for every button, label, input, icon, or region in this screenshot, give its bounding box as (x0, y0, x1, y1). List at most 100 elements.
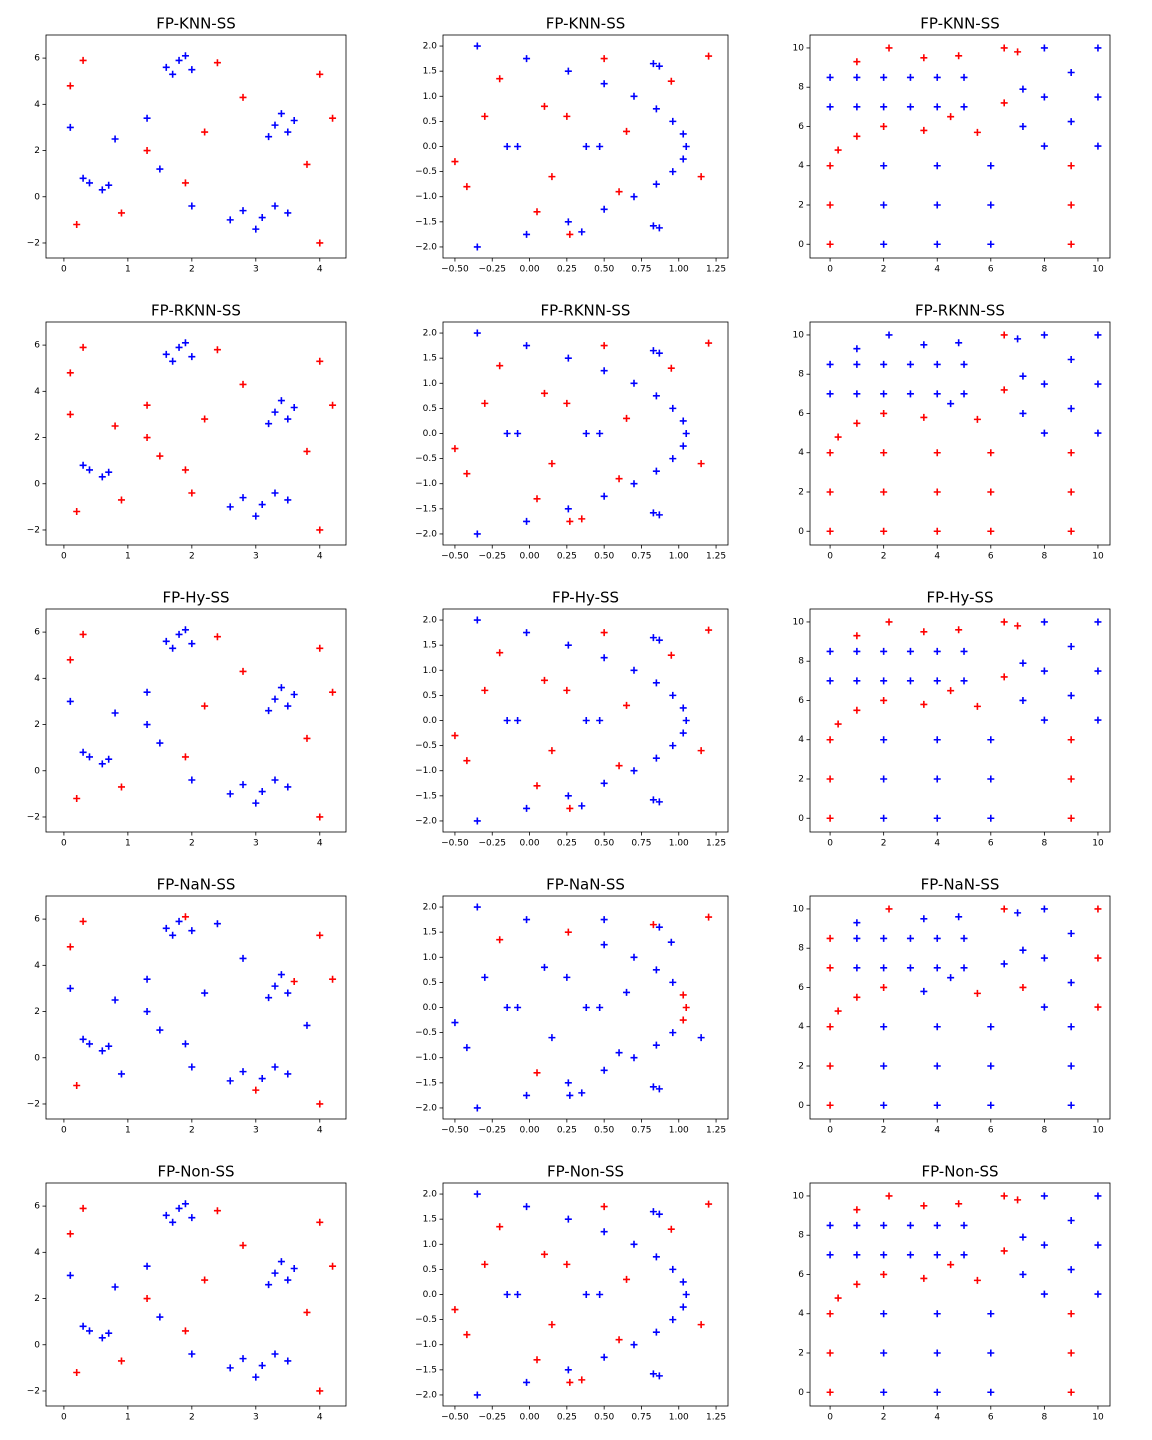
point (79, 343, 87, 351)
point (66, 123, 74, 131)
y-tick-label: −2 (27, 1099, 40, 1109)
x-tick-label: 4 (317, 552, 323, 562)
point (826, 1388, 834, 1396)
point (853, 132, 861, 140)
point (652, 392, 660, 400)
point (252, 1086, 260, 1094)
y-tick-label: 6 (34, 341, 40, 351)
point (853, 73, 861, 81)
x-tick-label: 3 (253, 265, 259, 275)
point (652, 754, 660, 762)
point (920, 341, 928, 349)
point (290, 117, 298, 125)
x-tick-label: 1.25 (706, 1126, 726, 1136)
point (66, 82, 74, 90)
point (933, 814, 941, 822)
point (98, 473, 106, 481)
y-tick-label: 4 (798, 161, 804, 171)
x-tick-label: −0.50 (441, 839, 469, 849)
point (885, 331, 893, 339)
x-tick-label: 8 (1042, 265, 1048, 275)
point (201, 1276, 209, 1284)
point (181, 1040, 189, 1048)
point (667, 77, 675, 85)
y-tick-label: 0.5 (423, 978, 437, 988)
point (213, 633, 221, 641)
point (885, 1192, 893, 1200)
x-tick-label: −0.25 (478, 552, 506, 562)
y-tick-label: 1.0 (423, 92, 438, 102)
point (826, 1101, 834, 1109)
point (600, 55, 608, 63)
point (451, 445, 459, 453)
point (615, 1049, 623, 1057)
point (79, 1035, 87, 1043)
point (933, 390, 941, 398)
x-tick-label: 6 (988, 839, 994, 849)
y-tick-label: 0.5 (423, 117, 437, 127)
y-tick-label: 10 (793, 1191, 805, 1201)
point (548, 747, 556, 755)
point (1019, 983, 1027, 991)
point (277, 110, 285, 118)
point (600, 916, 608, 924)
plot-frame (809, 608, 1111, 833)
point (564, 67, 572, 75)
point (239, 781, 247, 789)
y-tick-label: 8 (798, 944, 804, 954)
point (175, 917, 183, 925)
y-tick-label: 1.0 (423, 379, 438, 389)
y-tick-label: 2 (798, 774, 804, 784)
y-tick-label: −0.5 (415, 1028, 437, 1038)
point (623, 127, 631, 135)
point (669, 691, 677, 699)
x-tick-label: 0.00 (520, 1413, 540, 1423)
y-tick-label: −2.0 (415, 1103, 437, 1113)
point (623, 988, 631, 996)
x-tick-label: 0.25 (557, 1126, 577, 1136)
point (880, 122, 888, 130)
point (578, 802, 586, 810)
point (630, 1054, 638, 1062)
point (853, 632, 861, 640)
subplot-title: FP-Non-SS (547, 1163, 624, 1181)
point (947, 687, 955, 695)
point (1067, 1023, 1075, 1031)
point (652, 180, 660, 188)
point (880, 103, 888, 111)
point (649, 347, 657, 355)
point (906, 103, 914, 111)
point (564, 792, 572, 800)
x-tick-label: 4 (934, 552, 940, 562)
x-tick-label: 3 (253, 1126, 259, 1136)
point (834, 1007, 842, 1015)
point (162, 924, 170, 932)
x-tick-label: 0 (827, 1413, 833, 1423)
point (481, 973, 489, 981)
point (655, 1372, 663, 1380)
y-tick-label: −0.5 (415, 167, 437, 177)
x-tick-label: 4 (934, 1413, 940, 1423)
y-tick-label: −1.5 (415, 504, 437, 514)
point (265, 994, 273, 1002)
point (960, 964, 968, 972)
point (156, 739, 164, 747)
point (853, 345, 861, 353)
point (533, 1069, 541, 1077)
point (252, 1373, 260, 1381)
point (600, 205, 608, 213)
subplot-title: FP-NaN-SS (546, 876, 625, 894)
point (880, 964, 888, 972)
point (906, 677, 914, 685)
y-tick-label: 2.0 (423, 42, 438, 52)
point (290, 404, 298, 412)
point (987, 201, 995, 209)
point (265, 707, 273, 715)
y-tick-label: −0.5 (415, 454, 437, 464)
y-tick-label: 0 (798, 527, 804, 537)
point (880, 162, 888, 170)
y-tick-label: 2 (798, 1348, 804, 1358)
y-tick-label: 6 (798, 696, 804, 706)
x-tick-label: 1 (125, 265, 131, 275)
